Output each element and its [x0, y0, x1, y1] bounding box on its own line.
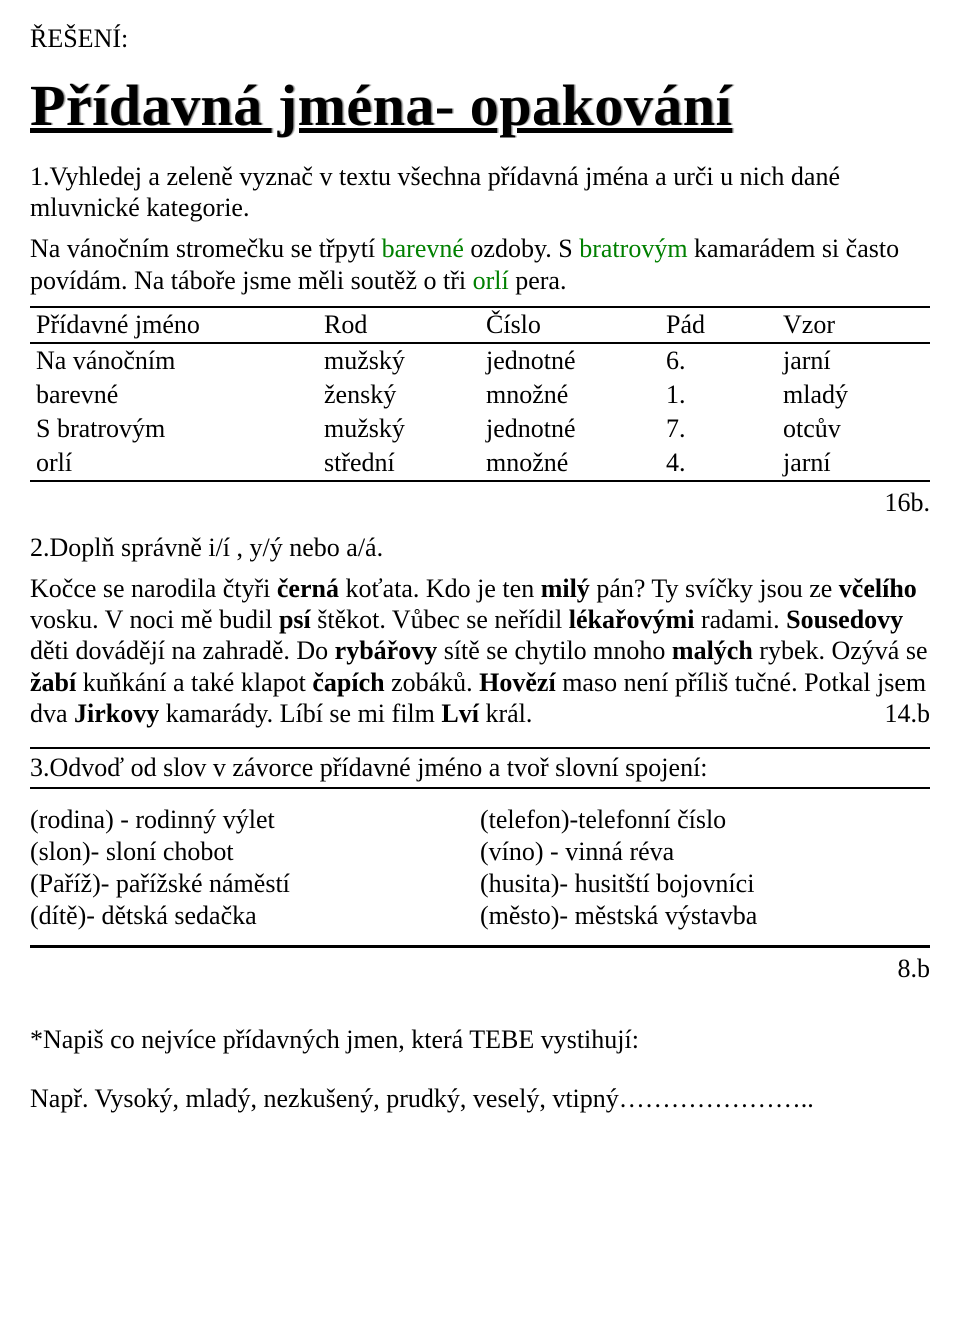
points-1: 16b.: [30, 488, 930, 518]
cell: 7.: [660, 412, 777, 446]
bold-psi: psí: [279, 605, 311, 634]
cell: mužský: [318, 343, 480, 378]
tf: radami.: [694, 605, 786, 634]
text-fragment: Na vánočním stromečku se třpytí: [30, 234, 382, 263]
th-cislo: Číslo: [480, 307, 660, 343]
tf: pán? Ty svíčky jsou ze: [590, 574, 839, 603]
task-1: 1.Vyhledej a zeleně vyznač v textu všech…: [30, 161, 930, 223]
cell: jarní: [777, 446, 930, 481]
tf: král.: [479, 699, 532, 728]
bold-jirkovy: Jirkovy: [74, 699, 159, 728]
pair-item: (slon)- sloní chobot: [30, 837, 480, 867]
bold-mily: milý: [541, 574, 590, 603]
cell: barevné: [30, 378, 318, 412]
tf: koťata. Kdo je ten: [339, 574, 541, 603]
example-line: Např. Vysoký, mladý, nezkušený, prudký, …: [30, 1083, 930, 1114]
pair-item: (dítě)- dětská sedačka: [30, 901, 480, 931]
cell: Na vánočním: [30, 343, 318, 378]
sentence-block-1: Na vánočním stromečku se třpytí barevné …: [30, 233, 930, 295]
pair-item: (město)- městská výstavba: [480, 901, 930, 931]
tf: sítě se chytilo mnoho: [437, 636, 672, 665]
cell: mužský: [318, 412, 480, 446]
highlight-bratrovym: bratrovým: [579, 234, 687, 263]
th-vzor: Vzor: [777, 307, 930, 343]
bold-sousedovy: Sousedovy: [786, 605, 903, 634]
bold-capich: čapích: [312, 668, 384, 697]
tf: děti dovádějí na zahradě. Do: [30, 636, 335, 665]
bold-vceliho: včelího: [839, 574, 917, 603]
pair-item: (husita)- husitští bojovníci: [480, 869, 930, 899]
cell: střední: [318, 446, 480, 481]
text-fragment: pera.: [509, 266, 567, 295]
cell: otcův: [777, 412, 930, 446]
points-2: 14.b: [885, 698, 931, 729]
table-row: Na vánočním mužský jednotné 6. jarní: [30, 343, 930, 378]
points-3: 8.b: [30, 954, 930, 984]
cell: množné: [480, 446, 660, 481]
tf: kamarády. Líbí se mi film: [159, 699, 441, 728]
pairs-right-col: (telefon)-telefonní číslo (víno) - vinná…: [480, 803, 930, 933]
bold-lekarovymi: lékařovými: [569, 605, 695, 634]
solution-label: ŘEŠENÍ:: [30, 24, 930, 54]
th-jmeno: Přídavné jméno: [30, 307, 318, 343]
cell: jarní: [777, 343, 930, 378]
cell: S bratrovým: [30, 412, 318, 446]
cell: množné: [480, 378, 660, 412]
page-title: Přídavná jména- opakování: [30, 72, 930, 139]
cell: jednotné: [480, 343, 660, 378]
cell: 6.: [660, 343, 777, 378]
task-2: 2.Doplň správně i/í , y/ý nebo a/á.: [30, 532, 930, 563]
grammar-table: Přídavné jméno Rod Číslo Pád Vzor Na ván…: [30, 306, 930, 482]
pair-item: (víno) - vinná réva: [480, 837, 930, 867]
tf: štěkot. Vůbec se neřídil: [311, 605, 569, 634]
table-row: S bratrovým mužský jednotné 7. otcův: [30, 412, 930, 446]
divider: [30, 945, 930, 948]
pair-item: (telefon)-telefonní číslo: [480, 805, 930, 835]
table-row: orlí střední množné 4. jarní: [30, 446, 930, 481]
cell: 4.: [660, 446, 777, 481]
highlight-orli: orlí: [473, 266, 509, 295]
table-header-row: Přídavné jméno Rod Číslo Pád Vzor: [30, 307, 930, 343]
cell: orlí: [30, 446, 318, 481]
bold-zabi: žabí: [30, 668, 76, 697]
cell: mladý: [777, 378, 930, 412]
highlight-barevne: barevné: [382, 234, 464, 263]
bold-hovezi: Hovězí: [479, 668, 556, 697]
bold-cerna: černá: [277, 574, 339, 603]
tf: rybek. Ozývá se: [753, 636, 928, 665]
bold-lvi: Lví: [441, 699, 479, 728]
tf: Kočce se narodila čtyři: [30, 574, 277, 603]
tf: kuňkání a také klapot: [76, 668, 312, 697]
table-row: barevné ženský množné 1. mladý: [30, 378, 930, 412]
text-fragment: ozdoby. S: [464, 234, 579, 263]
cell: jednotné: [480, 412, 660, 446]
task-4: *Napiš co nejvíce přídavných jmen, která…: [30, 1024, 930, 1055]
tf: zobáků.: [385, 668, 480, 697]
tf: vosku. V noci mě budil: [30, 605, 279, 634]
paragraph-2: Kočce se narodila čtyři černá koťata. Kd…: [30, 573, 930, 729]
pairs-left-col: (rodina) - rodinný výlet (slon)- sloní c…: [30, 803, 480, 933]
pair-item: (Paříž)- pařížské náměstí: [30, 869, 480, 899]
bold-rybarovy: rybářovy: [335, 636, 438, 665]
cell: ženský: [318, 378, 480, 412]
cell: 1.: [660, 378, 777, 412]
task-3: 3.Odvoď od slov v závorce přídavné jméno…: [30, 747, 930, 789]
th-rod: Rod: [318, 307, 480, 343]
th-pad: Pád: [660, 307, 777, 343]
bold-malych: malých: [672, 636, 753, 665]
derivation-pairs: (rodina) - rodinný výlet (slon)- sloní c…: [30, 803, 930, 933]
pair-item: (rodina) - rodinný výlet: [30, 805, 480, 835]
